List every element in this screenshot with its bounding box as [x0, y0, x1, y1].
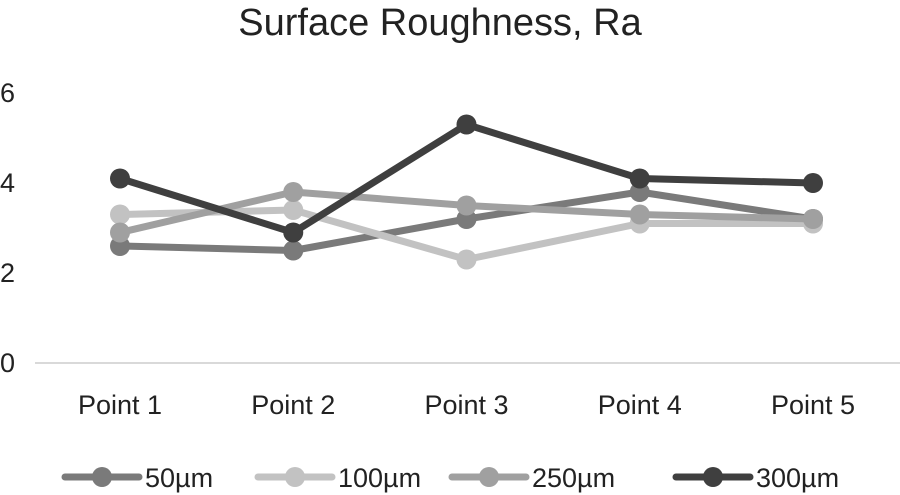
data-point — [283, 222, 304, 243]
legend-item: 250µm — [448, 463, 615, 493]
series-3 — [110, 114, 823, 243]
data-point — [456, 195, 477, 216]
y-tick-label: 0 — [0, 348, 15, 378]
data-point — [803, 209, 823, 229]
x-tick-label: Point 5 — [771, 390, 855, 420]
x-tick-label: Point 3 — [424, 390, 508, 420]
y-tick-label: 6 — [0, 78, 15, 108]
data-point — [283, 240, 304, 261]
legend-label: 300µm — [756, 463, 839, 493]
legend-swatch-marker — [285, 467, 305, 487]
legend-label: 50µm — [145, 463, 213, 493]
legend-swatch-marker — [92, 467, 112, 487]
x-tick-label: Point 1 — [78, 390, 162, 420]
legend-item: 100µm — [254, 463, 421, 493]
data-point — [110, 222, 130, 243]
data-point — [629, 168, 650, 189]
axis-layer: 0 2 4 6 Point 1 Point 2 Point 3 Point 4 Point 5 — [0, 78, 900, 420]
legend-swatch-marker — [479, 467, 499, 487]
data-point — [456, 249, 477, 270]
data-point — [283, 200, 304, 220]
legend: 50µm 100µm 250µm 300µm — [61, 463, 839, 493]
legend-label: 250µm — [532, 463, 615, 493]
x-tick-label: Point 4 — [598, 390, 682, 420]
data-point — [110, 168, 130, 189]
chart-title: Surface Roughness, Ra — [238, 2, 642, 44]
legend-item: 300µm — [672, 463, 839, 493]
data-point — [803, 173, 823, 193]
data-point — [629, 204, 650, 225]
y-tick-label: 2 — [0, 258, 15, 288]
y-tick-label: 4 — [0, 168, 15, 198]
series-2 — [110, 182, 823, 243]
data-point — [283, 182, 304, 202]
x-tick-label: Point 2 — [251, 390, 335, 420]
data-point — [110, 204, 130, 225]
legend-item: 50µm — [61, 463, 213, 493]
legend-swatch-marker — [703, 467, 723, 487]
data-point — [456, 114, 477, 135]
series-layer — [110, 114, 823, 270]
legend-label: 100µm — [338, 463, 421, 493]
